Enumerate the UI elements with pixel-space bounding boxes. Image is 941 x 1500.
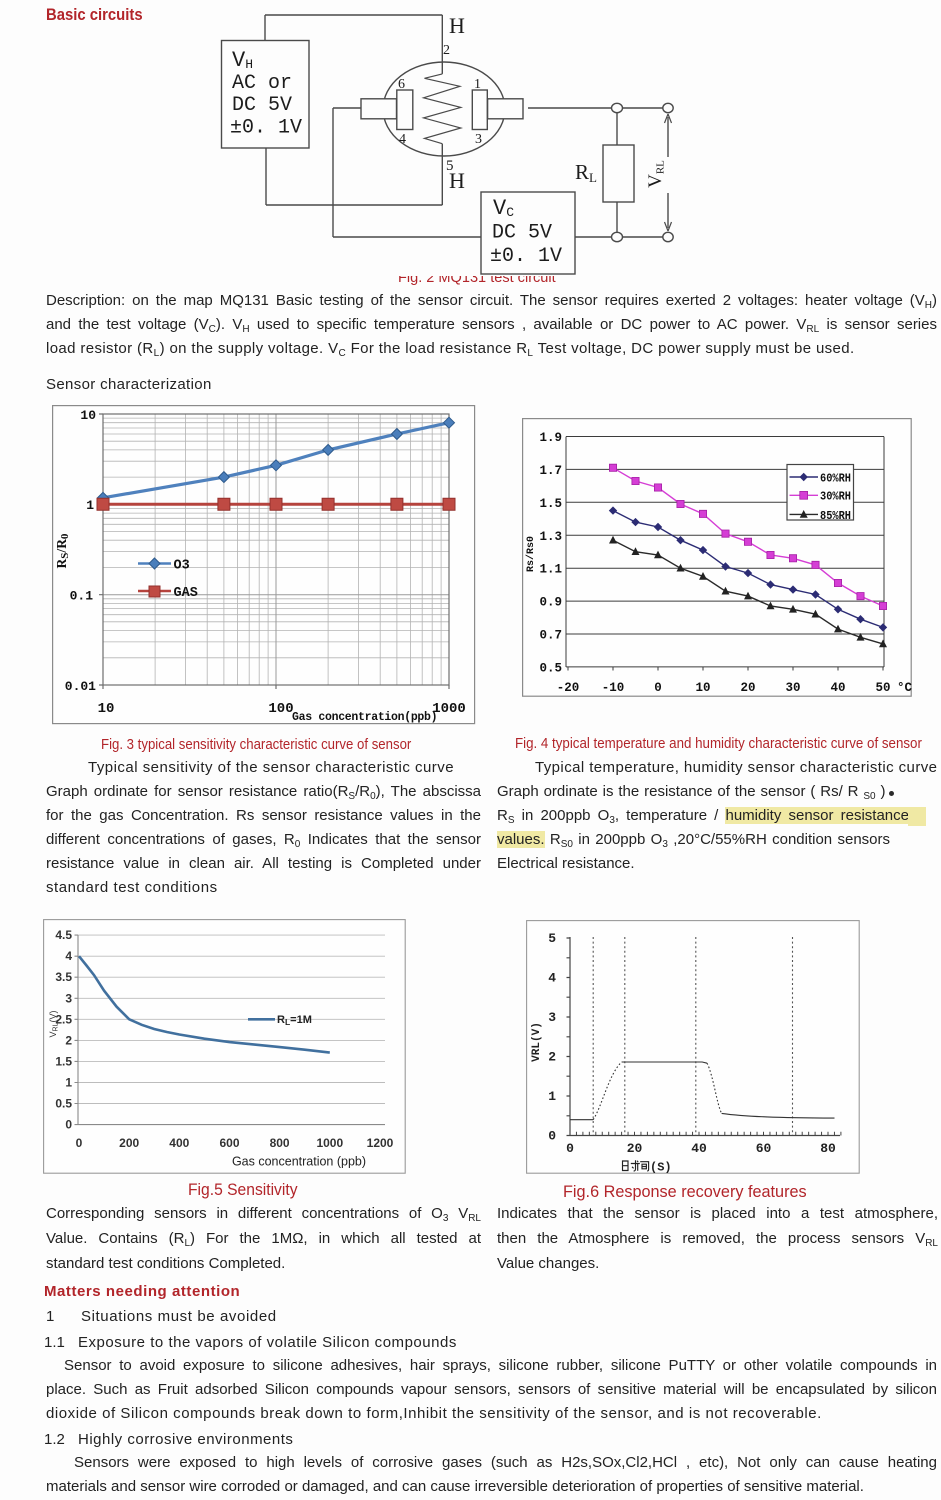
svg-text:°C: °C <box>897 681 913 695</box>
svg-text:1: 1 <box>548 1089 556 1104</box>
svg-text:1000: 1000 <box>316 1136 343 1150</box>
svg-text:6: 6 <box>398 77 405 92</box>
svg-text:1.7: 1.7 <box>539 464 562 478</box>
svg-text:DC 5V: DC 5V <box>232 94 292 117</box>
svg-text:Rs/Rs0: Rs/Rs0 <box>525 536 537 572</box>
svg-text:2: 2 <box>65 1033 72 1047</box>
svg-text:20: 20 <box>740 681 755 695</box>
svg-text:RL: RL <box>575 160 597 185</box>
svg-text:3: 3 <box>475 132 482 147</box>
svg-text:85%RH: 85%RH <box>820 510 851 523</box>
svg-text:1.3: 1.3 <box>539 530 562 544</box>
svg-text:2: 2 <box>443 43 450 58</box>
svg-text:1: 1 <box>86 498 94 513</box>
svg-text:5: 5 <box>548 931 556 946</box>
svg-text:H: H <box>449 168 465 193</box>
svg-text:AC or: AC or <box>232 72 292 95</box>
svg-text:2: 2 <box>548 1050 556 1065</box>
svg-text:800: 800 <box>270 1136 290 1150</box>
svg-text:200: 200 <box>119 1136 139 1150</box>
svg-text:0: 0 <box>76 1136 83 1150</box>
svg-text:40: 40 <box>830 681 845 695</box>
svg-text:4: 4 <box>548 971 556 986</box>
svg-text:2.5: 2.5 <box>55 1012 72 1026</box>
svg-text:VRL: VRL <box>645 160 667 188</box>
svg-text:VRL(V): VRL(V) <box>48 1011 60 1038</box>
svg-text:0.5: 0.5 <box>539 661 562 675</box>
svg-text:Gas concentration(ppb): Gas concentration(ppb) <box>292 711 437 724</box>
svg-text:0.7: 0.7 <box>539 629 562 643</box>
svg-text:GAS: GAS <box>174 586 198 601</box>
svg-text:H: H <box>449 13 465 38</box>
svg-text:1.5: 1.5 <box>55 1054 72 1068</box>
svg-text:10: 10 <box>98 701 115 717</box>
svg-text:0.5: 0.5 <box>55 1097 72 1111</box>
svg-text:RL=1M: RL=1M <box>277 1014 312 1027</box>
svg-text:±0. 1V: ±0. 1V <box>490 245 562 268</box>
svg-text:10: 10 <box>695 681 710 695</box>
svg-text:10: 10 <box>80 408 96 423</box>
svg-text:1200: 1200 <box>367 1136 394 1150</box>
svg-text:600: 600 <box>219 1136 239 1150</box>
svg-text:±0. 1V: ±0. 1V <box>230 117 302 140</box>
svg-text:0: 0 <box>566 1141 574 1156</box>
svg-text:1: 1 <box>65 1076 72 1090</box>
svg-text:4: 4 <box>65 949 72 963</box>
svg-text:0.9: 0.9 <box>539 596 562 610</box>
svg-text:0.1: 0.1 <box>70 589 94 604</box>
svg-text:30%RH: 30%RH <box>820 491 851 504</box>
svg-text:20: 20 <box>627 1141 643 1156</box>
svg-text:50: 50 <box>875 681 890 695</box>
svg-text:1.1: 1.1 <box>539 563 562 577</box>
svg-text:60: 60 <box>756 1141 772 1156</box>
svg-text:3: 3 <box>65 991 72 1005</box>
svg-text:80: 80 <box>820 1141 836 1156</box>
svg-text:30: 30 <box>785 681 800 695</box>
svg-text:RS/R0: RS/R0 <box>54 533 71 568</box>
svg-text:3: 3 <box>548 1010 556 1025</box>
svg-text:0.01: 0.01 <box>65 679 96 694</box>
svg-text:-20: -20 <box>557 681 580 695</box>
svg-text:Gas concentration (ppb): Gas concentration (ppb) <box>232 1155 366 1169</box>
svg-text:-10: -10 <box>602 681 625 695</box>
svg-text:4.5: 4.5 <box>55 928 72 942</box>
svg-text:DC 5V: DC 5V <box>492 222 552 245</box>
svg-text:1.5: 1.5 <box>539 497 562 511</box>
svg-text:(S): (S) <box>650 1161 672 1175</box>
svg-text:400: 400 <box>169 1136 189 1150</box>
svg-text:60%RH: 60%RH <box>820 472 851 485</box>
svg-text:1000: 1000 <box>432 701 466 717</box>
svg-text:0: 0 <box>65 1118 72 1132</box>
svg-text:3.5: 3.5 <box>55 970 72 984</box>
svg-text:4: 4 <box>399 132 406 147</box>
svg-text:1: 1 <box>474 77 481 92</box>
svg-text:O3: O3 <box>174 559 190 574</box>
svg-text:5: 5 <box>446 158 454 174</box>
svg-text:VRL(V): VRL(V) <box>531 1022 543 1062</box>
svg-text:0: 0 <box>654 681 662 695</box>
svg-text:100: 100 <box>268 701 293 717</box>
svg-text:0: 0 <box>548 1129 556 1144</box>
svg-text:40: 40 <box>691 1141 707 1156</box>
svg-text:1.9: 1.9 <box>539 431 562 445</box>
